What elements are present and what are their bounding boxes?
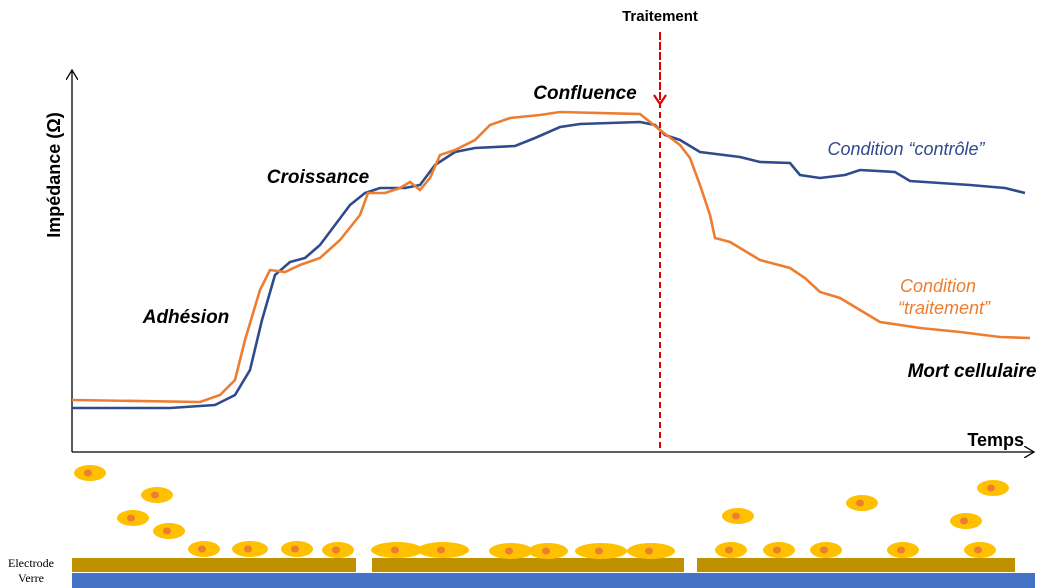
stage-label: Mort cellulaire: [908, 361, 1037, 382]
nucleus: [595, 547, 603, 555]
stage-label: Croissance: [267, 167, 370, 188]
stage-label: Adhésion: [142, 307, 230, 328]
nucleus: [773, 546, 781, 554]
nucleus: [974, 546, 982, 554]
electrode: [372, 558, 684, 572]
control-label: Condition “contrôle”: [827, 139, 985, 159]
control-curve: [72, 120, 1026, 410]
nucleus: [505, 547, 513, 555]
nucleus: [84, 469, 92, 477]
nucleus: [163, 527, 171, 535]
nucleus: [291, 545, 299, 553]
nucleus: [151, 491, 159, 499]
nucleus: [127, 514, 135, 522]
electrode: [72, 558, 356, 572]
nucleus: [244, 545, 252, 553]
nucleus: [725, 546, 733, 554]
nucleus: [987, 484, 995, 492]
nucleus: [960, 517, 968, 525]
cells: [74, 465, 1009, 559]
nucleus: [732, 512, 740, 520]
nucleus: [856, 499, 864, 507]
electrode-label: Electrode: [8, 556, 54, 570]
treatment-condition-label: “traitement”: [898, 298, 991, 318]
nucleus: [198, 545, 206, 553]
glass-label: Verre: [18, 571, 44, 585]
electrode: [697, 558, 1015, 572]
nucleus: [332, 546, 340, 554]
treatment-label: Traitement: [622, 8, 698, 25]
y-axis-label: Impédance (Ω): [44, 112, 64, 237]
nucleus: [820, 546, 828, 554]
nucleus: [645, 547, 653, 555]
treatment-condition-label: Condition: [900, 276, 976, 296]
nucleus: [542, 547, 550, 555]
nucleus: [897, 546, 905, 554]
nucleus: [437, 546, 445, 554]
nucleus: [391, 546, 399, 554]
x-axis-label: Temps: [967, 430, 1024, 450]
stage-label: Confluence: [533, 83, 637, 104]
treatment-curve: [71, 110, 1031, 404]
glass: [72, 573, 1035, 588]
